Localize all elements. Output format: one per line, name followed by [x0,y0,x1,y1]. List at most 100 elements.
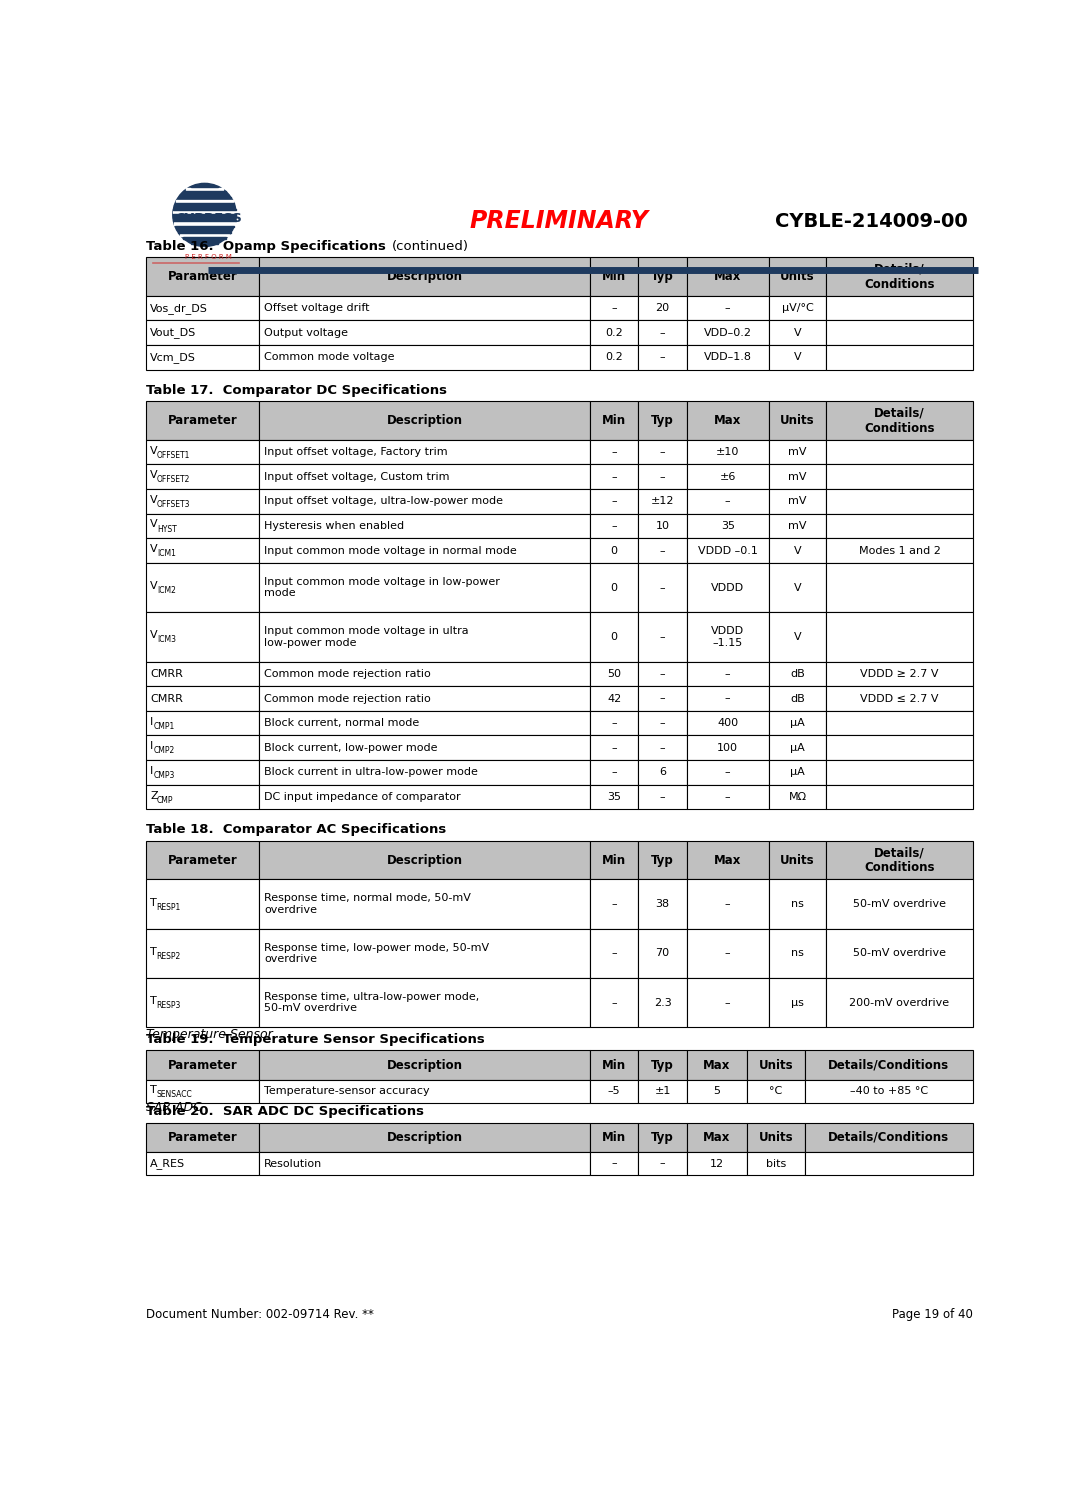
Bar [686,880,769,929]
Text: 10: 10 [656,521,670,531]
Text: V: V [151,495,158,504]
Text: –: – [660,1158,666,1168]
Text: µs: µs [791,998,804,1008]
Bar [260,785,590,809]
Text: Parameter: Parameter [168,1131,238,1144]
Bar [686,841,769,880]
Bar [769,612,826,661]
Bar [590,736,638,760]
Text: Min: Min [602,854,626,866]
Bar [769,539,826,562]
Text: Details/
Conditions: Details/ Conditions [864,847,935,874]
Text: VDDD ≥ 2.7 V: VDDD ≥ 2.7 V [860,669,938,679]
Bar [146,1050,260,1080]
Bar [590,401,638,440]
Text: Details/Conditions: Details/Conditions [828,1131,949,1144]
Text: OFFSET1: OFFSET1 [157,450,191,459]
Text: V: V [151,470,158,480]
Text: Output voltage: Output voltage [264,328,348,338]
Text: 2.3: 2.3 [654,998,671,1008]
Bar [826,978,972,1028]
Text: Min: Min [602,271,626,283]
Text: 0: 0 [611,582,618,592]
Bar [146,736,260,760]
Text: V: V [794,582,802,592]
Text: ±6: ±6 [719,471,735,482]
Bar [769,661,826,687]
Bar [805,1152,972,1176]
Bar [260,1080,590,1103]
Bar [826,257,972,296]
Text: Max: Max [704,1131,731,1144]
Bar [686,320,769,346]
Bar [260,841,590,880]
Bar [638,489,686,513]
Text: 70: 70 [656,948,670,959]
Bar [826,346,972,370]
Bar [260,978,590,1028]
Bar [638,562,686,612]
Text: dB: dB [790,694,805,703]
Bar [769,736,826,760]
Text: –: – [660,546,666,555]
Text: Typ: Typ [651,414,674,426]
Bar [826,562,972,612]
Text: 400: 400 [717,718,739,729]
Bar [638,711,686,736]
Text: V: V [794,631,802,642]
Text: CMRR: CMRR [151,694,183,703]
Bar [686,464,769,489]
Bar [769,464,826,489]
Bar [590,296,638,320]
Text: 6: 6 [659,767,666,778]
FancyArrow shape [180,233,229,236]
Bar [260,880,590,929]
Text: –: – [611,718,616,729]
Bar [146,661,260,687]
Text: –: – [660,669,666,679]
Bar [769,978,826,1028]
Bar [686,1050,747,1080]
Bar [146,489,260,513]
Bar [590,929,638,978]
Text: ±10: ±10 [716,447,740,458]
Bar [769,489,826,513]
Text: Temperature Sensor: Temperature Sensor [146,1028,273,1041]
Bar [590,440,638,464]
Text: ns: ns [791,899,804,910]
Bar [590,1080,638,1103]
Bar [260,1152,590,1176]
Bar [826,296,972,320]
Bar [686,612,769,661]
Text: –: – [660,471,666,482]
Text: ±1: ±1 [655,1086,671,1097]
Text: –5: –5 [608,1086,621,1097]
Bar [769,440,826,464]
Text: Table 16.  Opamp Specifications: Table 16. Opamp Specifications [146,239,385,253]
Text: CMRR: CMRR [151,669,183,679]
Text: mV: mV [789,521,806,531]
Text: T: T [151,1085,157,1095]
Bar [260,257,590,296]
Text: –: – [724,948,731,959]
Text: µV/°C: µV/°C [781,304,814,313]
Bar [638,612,686,661]
Text: dB: dB [790,669,805,679]
Bar [146,1080,260,1103]
Bar [826,513,972,539]
Bar [146,687,260,711]
Bar [146,539,260,562]
Text: Table 20.  SAR ADC DC Specifications: Table 20. SAR ADC DC Specifications [146,1106,423,1118]
Bar [590,785,638,809]
Text: –: – [724,791,731,802]
Text: Input common mode voltage in low-power
mode: Input common mode voltage in low-power m… [264,577,500,598]
FancyArrow shape [173,211,237,212]
Text: –: – [660,582,666,592]
Text: Parameter: Parameter [168,271,238,283]
Bar [638,929,686,978]
Text: Typ: Typ [651,854,674,866]
Bar [826,401,972,440]
Text: mV: mV [789,497,806,506]
Text: DC input impedance of comparator: DC input impedance of comparator [264,791,460,802]
Text: PRELIMINARY: PRELIMINARY [469,209,649,233]
